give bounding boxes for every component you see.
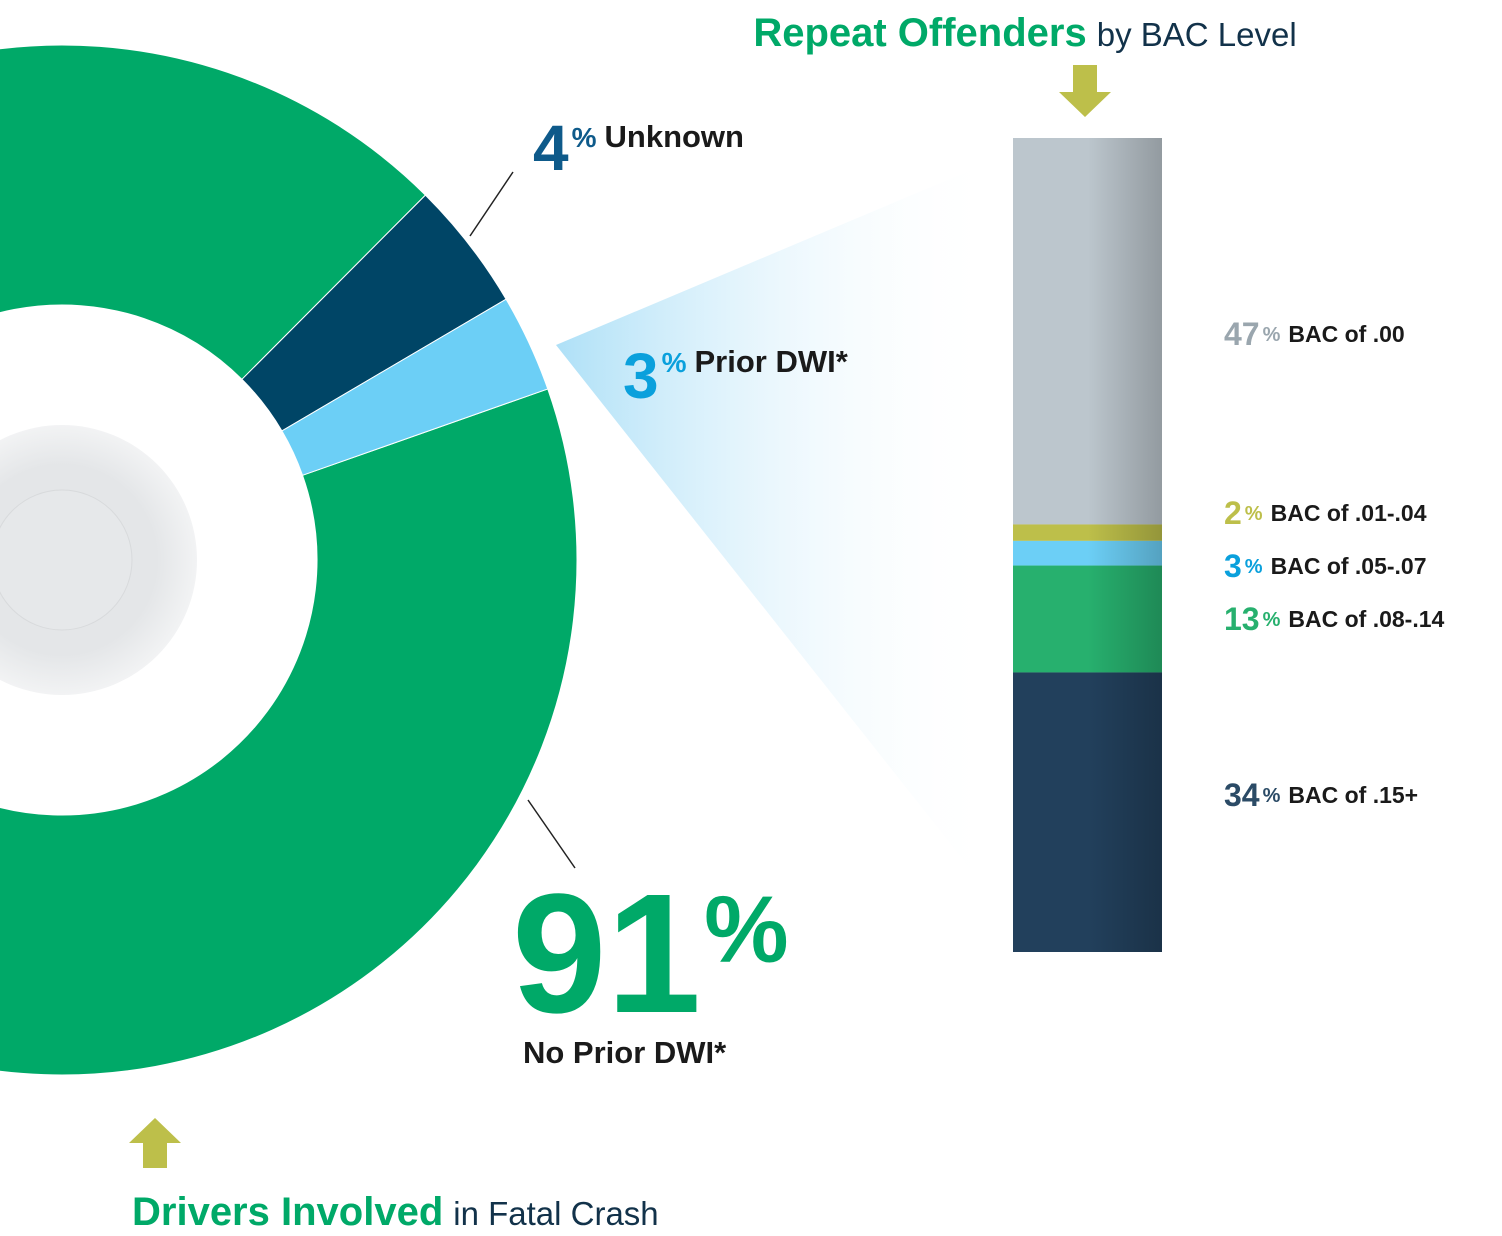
category-label: BAC of .15+	[1288, 782, 1418, 808]
title: Repeat Offenders	[753, 11, 1086, 55]
value-label: 91	[512, 859, 701, 1049]
bar-shade	[1013, 672, 1162, 952]
value-label: 34	[1224, 777, 1260, 813]
down-arrow	[1059, 65, 1111, 117]
unit-label: %	[1245, 556, 1263, 578]
pie-slice	[0, 44, 578, 1076]
value-label: 3	[1224, 548, 1242, 584]
subtitle: by BAC Level	[1097, 16, 1297, 53]
subtitle: in Fatal Crash	[453, 1195, 658, 1232]
up-arrow	[129, 1118, 181, 1168]
value-label: 47	[1224, 316, 1260, 352]
category-label: No Prior DWI*	[523, 1035, 727, 1070]
unit-label: %	[1263, 609, 1281, 631]
category-label: BAC of .05-.07	[1271, 553, 1427, 579]
bar-shade	[1013, 565, 1162, 673]
category-label: BAC of .01-.04	[1271, 500, 1427, 526]
unit-label: %	[1263, 785, 1281, 807]
pie	[0, 44, 578, 1076]
value-label: 4	[533, 112, 569, 184]
value-label: 2	[1224, 495, 1242, 531]
bar-title: Repeat Offenders by BAC Level	[753, 11, 1296, 55]
pie-title: Drivers Involved in Fatal Crash	[132, 1190, 659, 1234]
bar-shade	[1013, 524, 1162, 541]
value-label: 13	[1224, 601, 1260, 637]
category-label: Unknown	[605, 119, 745, 154]
pie-slice	[281, 298, 549, 476]
bar-shade	[1013, 540, 1162, 566]
unit-label: %	[1263, 324, 1281, 346]
leader-line	[469, 171, 514, 237]
value-label: 3	[623, 340, 659, 412]
unit-label: %	[662, 347, 687, 378]
category-label: Prior DWI*	[695, 344, 849, 379]
unit-label: %	[572, 122, 597, 153]
category-label: BAC of .08-.14	[1288, 606, 1444, 632]
unit-label: %	[1245, 503, 1263, 525]
leader-line	[527, 799, 576, 869]
funnel	[556, 160, 995, 900]
bar-shade	[1013, 138, 1162, 525]
category-label: BAC of .00	[1288, 321, 1404, 347]
hub-inner	[0, 489, 133, 631]
unit-label: %	[704, 877, 788, 983]
title: Drivers Involved	[132, 1190, 443, 1234]
